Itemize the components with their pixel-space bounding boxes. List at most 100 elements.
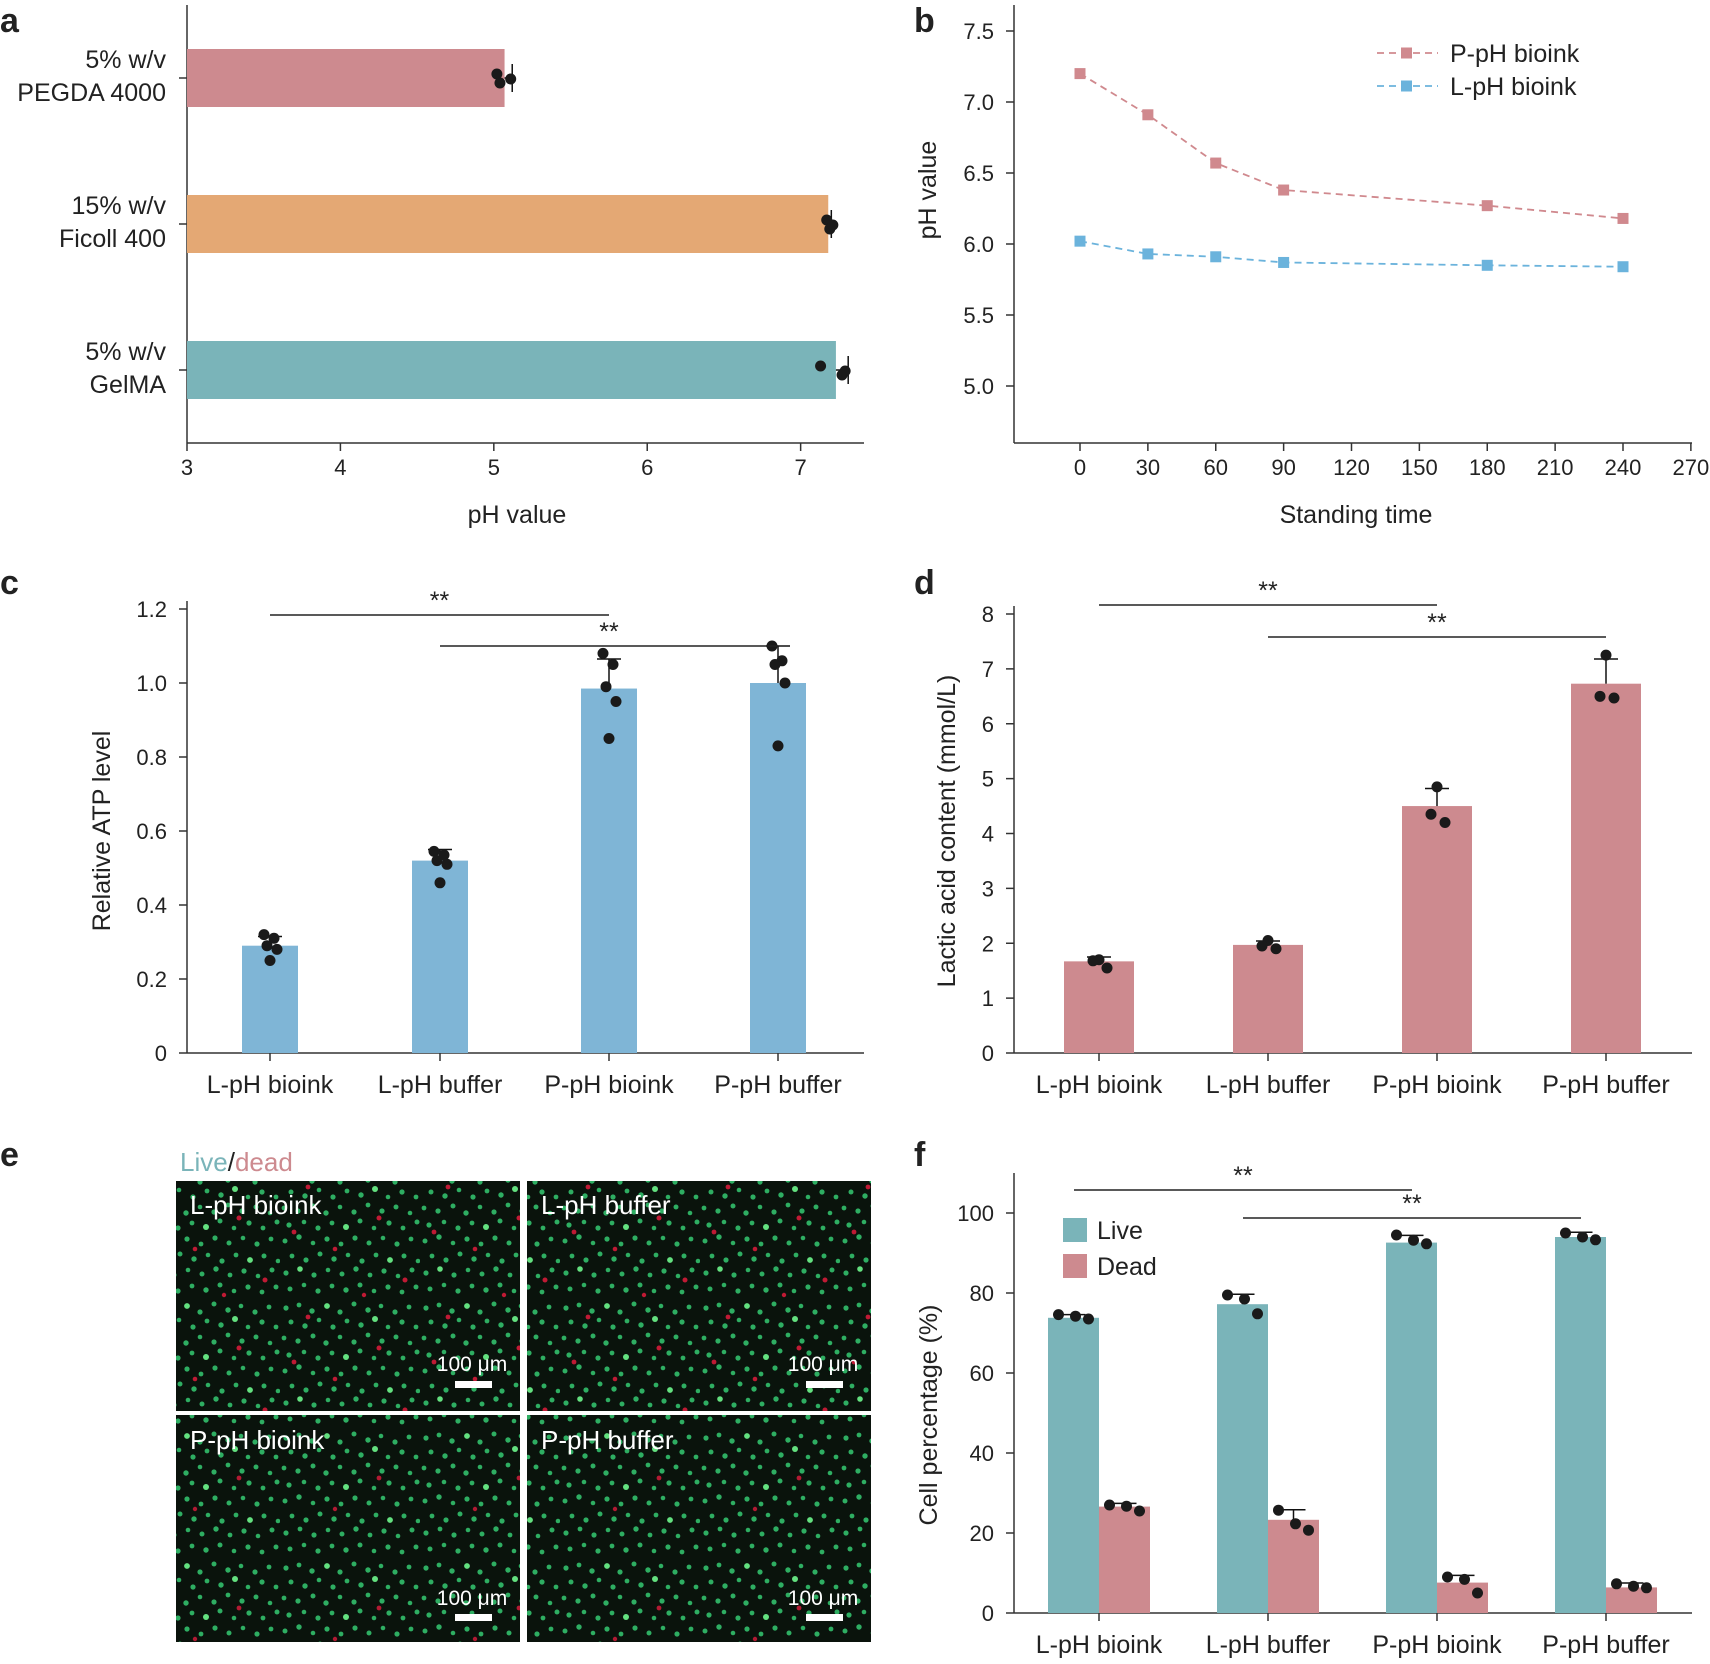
scale-bar-label: 100 μm [437, 1587, 507, 1610]
chart-c-relative-atp: 0 0.2 0.4 0.6 0.8 1.0 1.2 Relative ATP level L-p… [88, 587, 864, 1099]
data-point [1442, 1571, 1453, 1583]
data-point [1083, 1313, 1094, 1325]
y-tick-label: 7.5 [963, 19, 994, 44]
data-point [268, 932, 280, 944]
y-tick-label: 60 [970, 1361, 994, 1386]
data-point [261, 940, 273, 952]
bar [1402, 806, 1472, 1053]
data-point [1087, 955, 1099, 967]
y-tick-label: 8 [982, 602, 994, 627]
data-point [1252, 1308, 1263, 1320]
data-point [505, 73, 517, 85]
series-marker [1074, 68, 1086, 80]
y-tick-label: 0 [982, 1041, 994, 1066]
data-point [1239, 1293, 1250, 1305]
micrograph-p-ph-buffer [527, 1415, 871, 1642]
bar [412, 860, 468, 1053]
data-point [1134, 1505, 1145, 1517]
bar [581, 688, 637, 1053]
data-point [1608, 692, 1620, 704]
series-marker [1142, 248, 1154, 260]
micrograph-l-ph-bioink [176, 1181, 520, 1411]
category-label: L-pH buffer [1206, 1631, 1331, 1659]
panel-letter-d: d [914, 564, 935, 602]
data-point [1222, 1289, 1233, 1301]
data-point [441, 858, 453, 870]
category-label: P-pH buffer [1542, 1071, 1669, 1099]
bar [1233, 944, 1303, 1053]
data-point [1421, 1238, 1432, 1250]
bar [750, 683, 806, 1053]
scale-bar-label: 100 μm [437, 1353, 507, 1376]
data-point [1053, 1309, 1064, 1321]
data-point [1611, 1578, 1622, 1590]
y-tick-label: 1.0 [136, 671, 167, 696]
panel-letter-e: e [0, 1136, 19, 1174]
category-label: L-pH bioink [207, 1071, 334, 1099]
category-label: L-pH bioink [1036, 1071, 1163, 1099]
y-tick-label: 0 [982, 1601, 994, 1626]
data-point [1577, 1231, 1588, 1243]
category-label: L-pH buffer [378, 1071, 503, 1099]
chart-b-ph-over-time: 5.0 5.5 6.0 6.5 7.0 7.5 0 30 60 90 120 150 180 210 240… [914, 5, 1709, 529]
y-tick-label: 4 [982, 822, 994, 847]
data-point [1273, 1504, 1284, 1516]
data-point [1594, 690, 1606, 702]
micrograph-label: P-pH buffer [541, 1425, 674, 1455]
bar-live [1555, 1237, 1606, 1613]
data-point [1391, 1229, 1402, 1241]
data-point [772, 740, 784, 752]
y-tick-label: 80 [970, 1281, 994, 1306]
series-marker [1481, 200, 1493, 212]
data-point [1431, 781, 1443, 793]
data-point [597, 647, 609, 659]
y-axis-title: Lactic acid content (mmol/L) [933, 675, 961, 988]
x-tick-label: 270 [1673, 455, 1710, 480]
data-point [779, 677, 791, 689]
x-tick-label: 0 [1074, 455, 1086, 480]
live-dead-title: Live/dead [180, 1147, 293, 1177]
data-point [1104, 1499, 1115, 1511]
legend-swatch [1063, 1254, 1087, 1278]
x-tick-label: 120 [1333, 455, 1370, 480]
series-marker [1210, 157, 1222, 169]
bar [187, 49, 505, 107]
live-dead-title-live: Live [180, 1147, 228, 1177]
data-point [1256, 940, 1268, 952]
y-tick-label: 1 [982, 986, 994, 1011]
scale-bar-label: 100 μm [788, 1353, 858, 1376]
category-label: GelMA [90, 371, 167, 399]
y-tick-label: 3 [982, 876, 994, 901]
legend-label: Live [1097, 1217, 1143, 1245]
micrograph-p-ph-bioink [176, 1415, 520, 1642]
micrograph-label: L-pH bioink [190, 1190, 323, 1220]
series-marker [1278, 256, 1290, 268]
data-point [491, 68, 503, 80]
data-point [1290, 1518, 1301, 1530]
chart-d-lactic-acid: 0 1 2 3 4 5 6 7 8 Lactic acid content (mmol/L) L-p… [933, 577, 1692, 1099]
data-point [494, 77, 506, 89]
y-tick-label: 40 [970, 1441, 994, 1466]
panel-letter-c: c [0, 564, 19, 602]
bar-dead [1099, 1506, 1150, 1613]
significance-label: ** [599, 618, 619, 646]
x-tick-label: 6 [641, 455, 653, 480]
bar [187, 195, 829, 253]
x-axis-title: pH value [468, 501, 567, 529]
series-line [1079, 240, 1624, 268]
significance-label: ** [430, 587, 450, 615]
data-point [271, 943, 283, 955]
bar-dead [1437, 1582, 1488, 1613]
data-point [1472, 1587, 1483, 1599]
series-marker [1210, 251, 1222, 263]
legend-label: P-pH bioink [1450, 40, 1580, 68]
data-point [815, 360, 827, 372]
significance-label: ** [1258, 577, 1278, 605]
y-tick-label: 6 [982, 712, 994, 737]
category-label: L-pH buffer [1206, 1071, 1331, 1099]
x-tick-label: 7 [795, 455, 807, 480]
data-point [1439, 817, 1451, 829]
live-dead-title-dead: dead [235, 1147, 293, 1177]
bar [187, 341, 836, 399]
